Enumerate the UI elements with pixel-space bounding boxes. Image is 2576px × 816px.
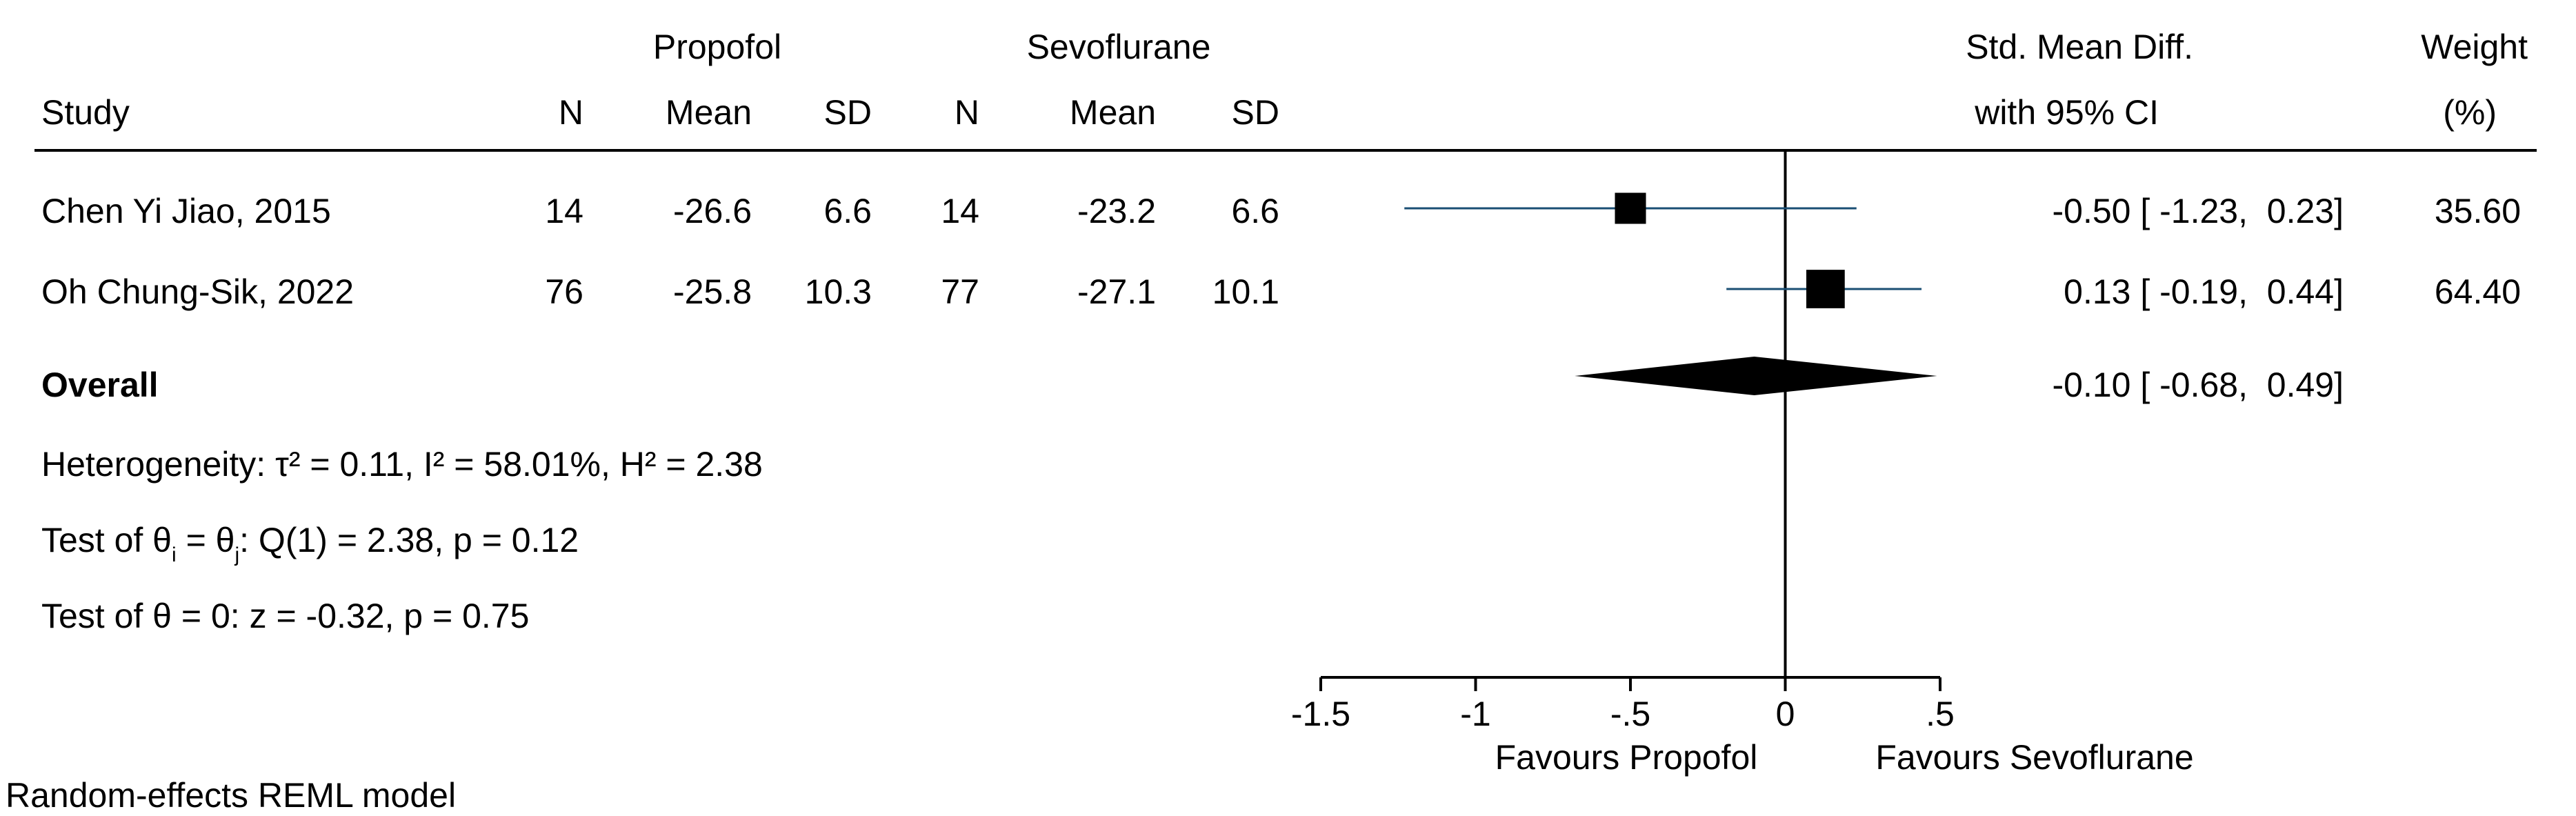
heterogeneity-stats: Heterogeneity: τ² = 0.11, I² = 58.01%, H… — [41, 445, 763, 484]
study-effect-ci: -0.50 [ -1.23, 0.23] — [2053, 192, 2344, 230]
study-sd1: 6.6 — [823, 192, 872, 230]
study-n1: 76 — [545, 272, 583, 311]
mean1-column-header: Mean — [666, 93, 752, 132]
study-mean2: -23.2 — [1077, 192, 1156, 230]
group2-header: Sevoflurane — [1027, 28, 1211, 66]
effect-header-line2: with 95% CI — [1974, 93, 2159, 132]
study-n2: 14 — [941, 192, 979, 230]
study-mean1: -26.6 — [673, 192, 752, 230]
x-axis-tick-label: -.5 — [1610, 695, 1650, 733]
weight-header-line1: Weight — [2421, 28, 2528, 66]
study-effect-ci: 0.13 [ -0.19, 0.44] — [2064, 272, 2344, 311]
favours-left-label: Favours Propofol — [1495, 738, 1758, 777]
study-sd2: 10.1 — [1212, 272, 1279, 311]
study-name: Chen Yi Jiao, 2015 — [41, 192, 331, 230]
study-mean2: -27.1 — [1077, 272, 1156, 311]
study-n1: 14 — [545, 192, 583, 230]
n1-column-header: N — [559, 93, 583, 132]
study-weight: 35.60 — [2435, 192, 2521, 230]
group1-header: Propofol — [653, 28, 781, 66]
plot-marks: -1.5 -1 -.5 0 .5 — [1291, 150, 1955, 733]
study-name: Oh Chung-Sik, 2022 — [41, 272, 354, 311]
x-axis-tick-label: -1.5 — [1291, 695, 1350, 733]
model-note: Random-effects REML model — [6, 776, 456, 815]
mean2-column-header: Mean — [1070, 93, 1156, 132]
study-sd2: 6.6 — [1231, 192, 1279, 230]
favours-right-label: Favours Sevoflurane — [1875, 738, 2193, 777]
test-zero-stats: Test of θ = 0: z = -0.32, p = 0.75 — [41, 597, 529, 635]
effect-header-line1: Std. Mean Diff. — [1966, 28, 2193, 66]
study-sd1: 10.3 — [805, 272, 872, 311]
study-weight: 64.40 — [2435, 272, 2521, 311]
study-effect-marker — [1615, 192, 1646, 224]
n2-column-header: N — [955, 93, 979, 132]
sd2-column-header: SD — [1232, 93, 1279, 132]
study-effect-marker — [1806, 270, 1845, 308]
study-column-header: Study — [41, 93, 130, 132]
overall-effect-ci: -0.10 [ -0.68, 0.49] — [2053, 366, 2344, 404]
overall-label: Overall — [41, 366, 159, 404]
study-n2: 77 — [941, 272, 979, 311]
overall-effect-diamond — [1575, 357, 1937, 395]
sd1-column-header: SD — [824, 93, 872, 132]
x-axis-tick-label: .5 — [1926, 695, 1955, 733]
x-axis-tick-label: 0 — [1776, 695, 1795, 733]
weight-header-line2: (%) — [2443, 93, 2497, 132]
x-axis-tick-label: -1 — [1460, 695, 1490, 733]
test-equality-stats: Test of θi = θj: Q(1) = 2.38, p = 0.12 — [41, 521, 579, 566]
study-mean1: -25.8 — [673, 272, 752, 311]
